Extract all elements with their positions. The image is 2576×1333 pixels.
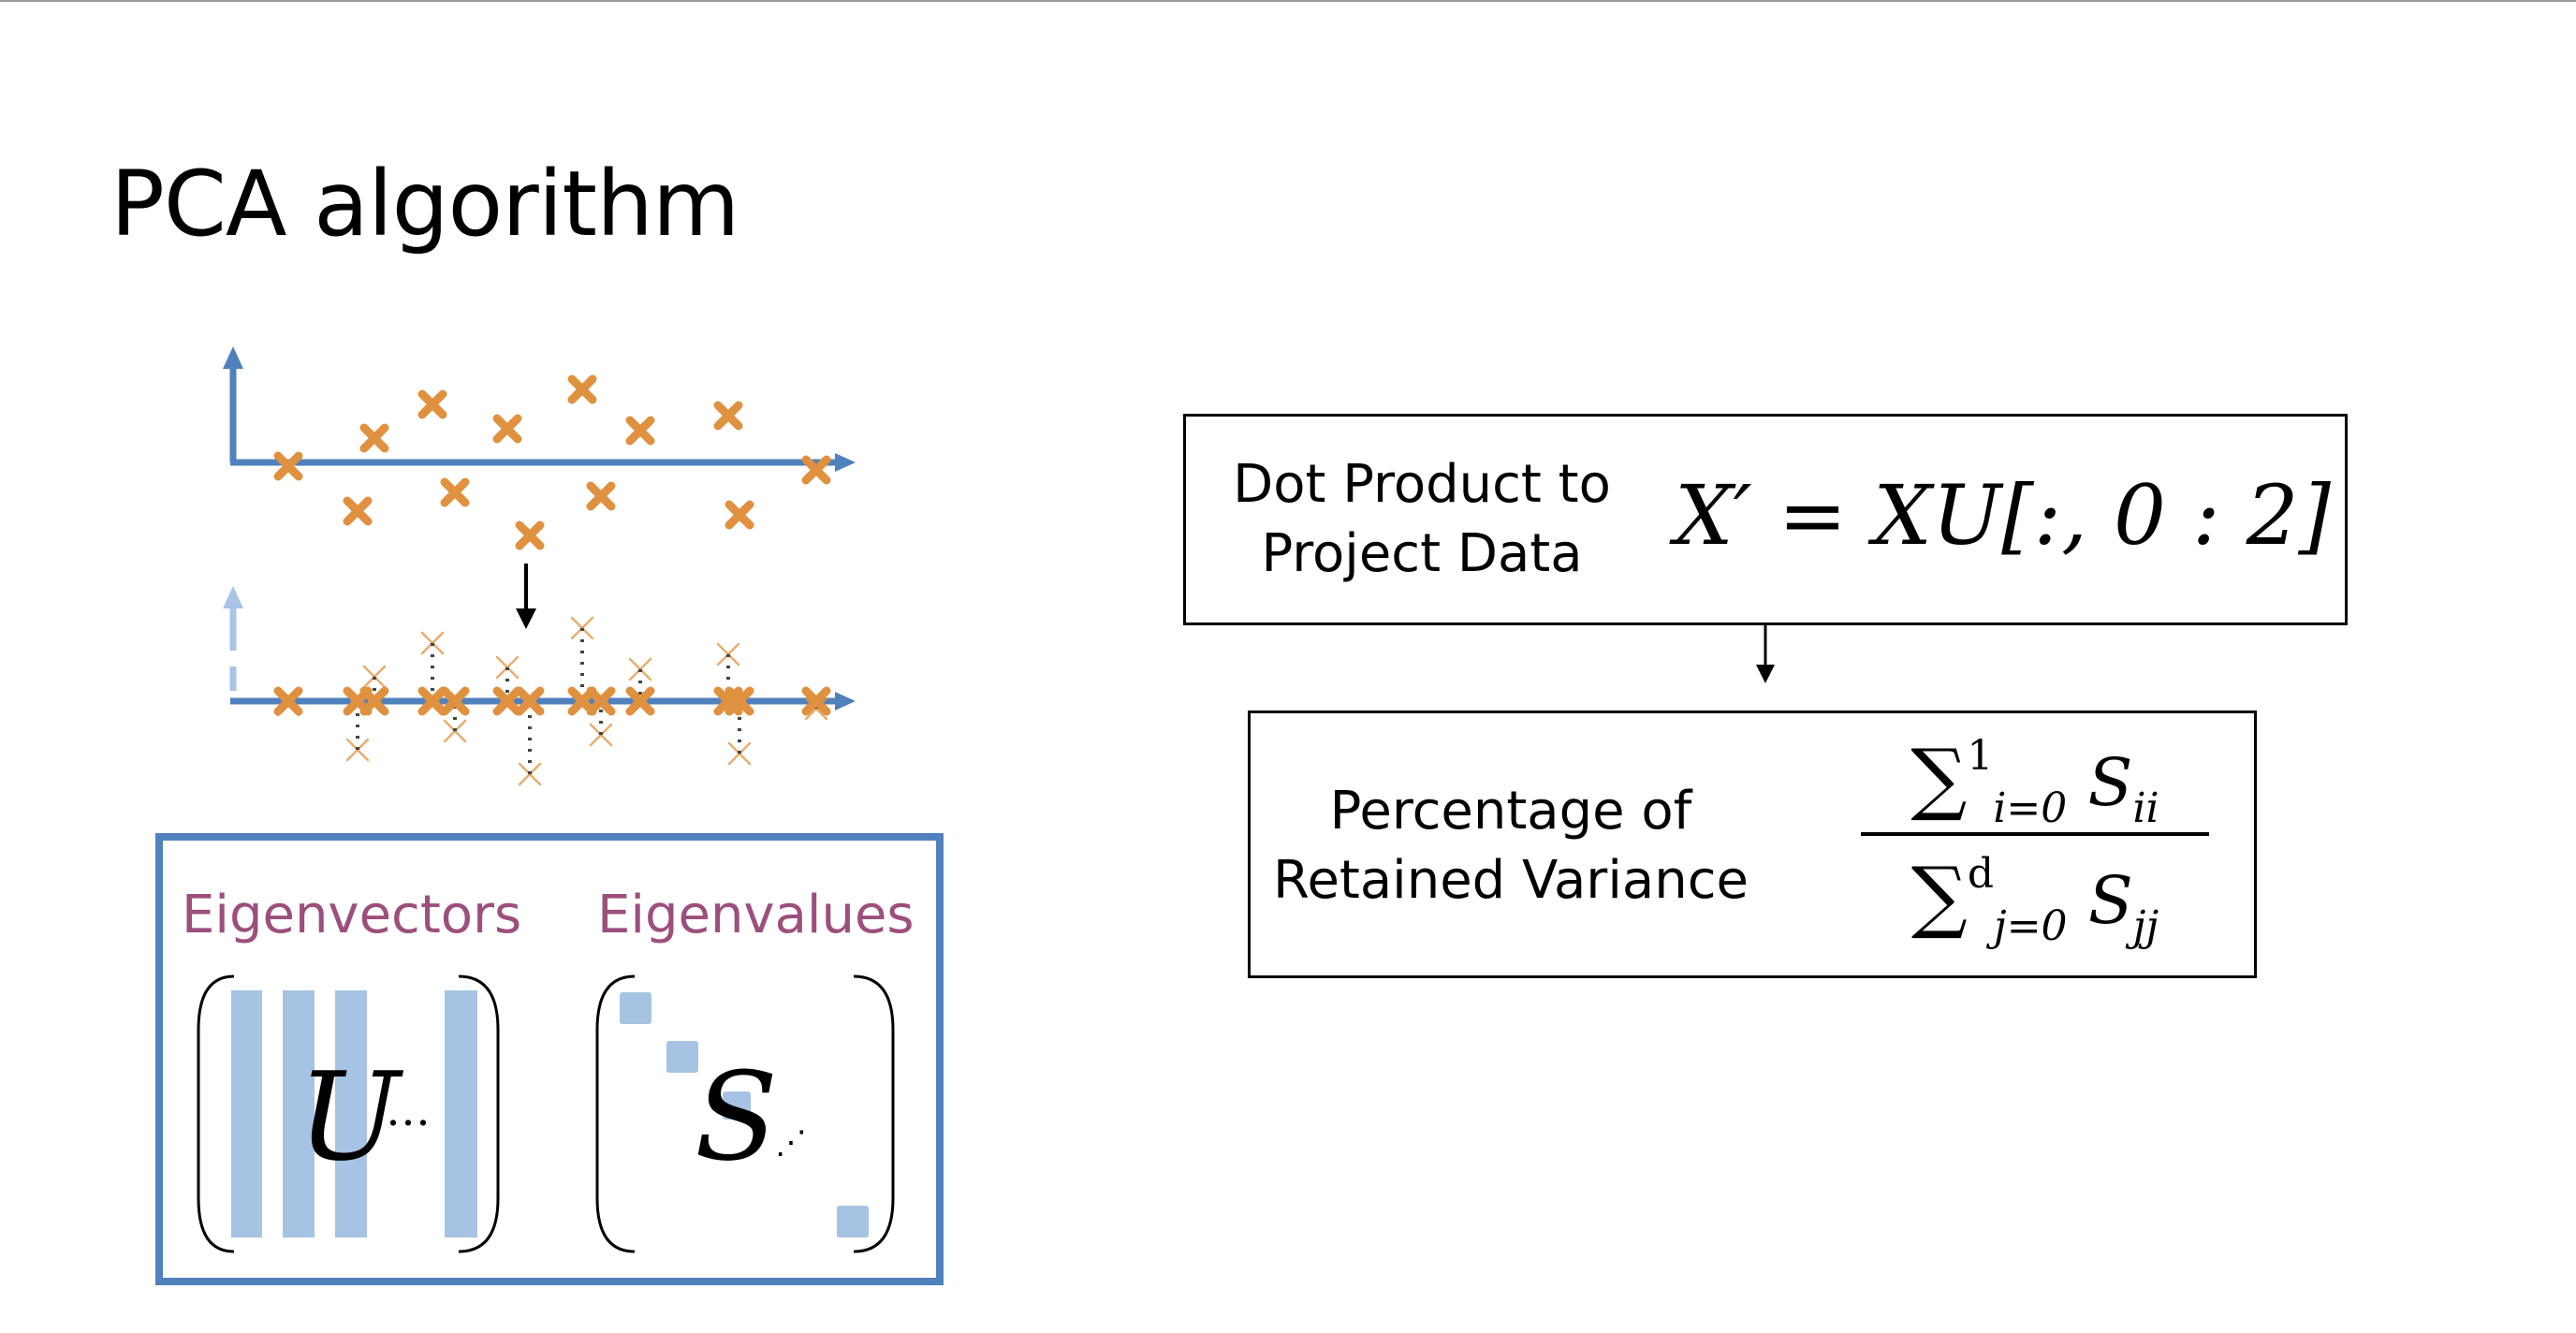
eigen-panel-border: [155, 833, 944, 1285]
s-matrix-symbol: S: [695, 1046, 779, 1188]
variance-box: Percentage of Retained Variance ∑1i=0 Si…: [1248, 710, 2257, 978]
eigenvalues-label: Eigenvalues: [597, 885, 915, 945]
projected-point-x-icon: [273, 686, 303, 716]
x-axis-arrow-icon: [835, 453, 856, 472]
projected-point-x-icon: [515, 686, 545, 716]
down-arrow-icon: [516, 608, 536, 629]
s-ellipsis: ⋰: [775, 1124, 807, 1162]
data-point-x-icon: [515, 520, 545, 550]
u-left-bracket: [197, 974, 235, 1253]
projected-points: [273, 616, 831, 786]
s-right-bracket: [853, 974, 895, 1253]
data-point-x-icon: [586, 481, 616, 511]
data-point-x-icon: [417, 389, 447, 419]
u-matrix-symbol: U: [298, 1046, 401, 1188]
projected-point-x-icon: [492, 686, 522, 716]
projected-point-x-icon: [417, 686, 447, 716]
variance-label: Percentage of Retained Variance: [1267, 777, 1754, 916]
data-point-x-icon: [492, 414, 522, 444]
numerator-upper-limit: 1: [1967, 732, 1994, 780]
transform-arrow: [516, 564, 536, 629]
eigenvectors-label: Eigenvectors: [182, 885, 522, 945]
down-arrow-icon: [1756, 665, 1775, 683]
eigenvector-bar: [231, 990, 262, 1238]
box-connector-arrow: [1756, 624, 1775, 683]
eigenvalue-square: [837, 1206, 869, 1238]
denominator-subscript: jj: [2132, 902, 2159, 950]
projection-formula: X′ = XU[:, 0 : 2]: [1675, 467, 2331, 564]
denominator-term: S: [2087, 862, 2133, 939]
data-point-x-icon: [724, 500, 754, 530]
data-point-x-icon: [713, 401, 743, 431]
fraction-bar: [1861, 832, 2209, 836]
variance-label-line1: Percentage of: [1329, 781, 1692, 842]
numerator-term: S: [2087, 744, 2133, 821]
eigenvalue-square: [666, 1041, 698, 1073]
y-axis-arrow-icon: [223, 346, 243, 369]
eigenvector-bar: [283, 990, 315, 1238]
data-point-x-icon: [801, 455, 831, 485]
eigenvector-bar: [445, 990, 477, 1238]
data-point-x-icon: [567, 374, 597, 404]
numerator-lower-limit: i=0: [1993, 784, 2068, 832]
variance-label-line2: Retained Variance: [1273, 850, 1749, 911]
u-ellipsis: …: [386, 1084, 431, 1136]
original-points: [273, 374, 831, 550]
fraction-numerator: ∑1i=0 Sii: [1861, 736, 2209, 829]
projection-box: Dot Product to Project Data X′ = XU[:, 0…: [1183, 414, 2348, 625]
projected-point-x-icon: [440, 686, 470, 716]
top-border-line: [0, 0, 2576, 2]
slide-title: PCA algorithm: [110, 152, 739, 256]
variance-fraction: ∑1i=0 Sii ∑dj=0 Sjj: [1861, 713, 2209, 981]
data-point-x-icon: [273, 451, 303, 481]
projected-point-x-icon: [625, 686, 655, 716]
original-data-plot: [223, 346, 856, 550]
eigenvalue-square: [620, 992, 651, 1024]
fraction-denominator: ∑dj=0 Sjj: [1861, 854, 2209, 947]
s-left-bracket: [595, 974, 636, 1253]
sum-symbol-denominator: ∑: [1910, 850, 1968, 942]
projection-label-line2: Project Data: [1261, 523, 1583, 584]
faded-y-arrow-icon: [223, 586, 243, 608]
eigenvalue-square: [723, 1091, 751, 1120]
denominator-upper-limit: d: [1967, 850, 1995, 898]
data-point-x-icon: [625, 416, 655, 446]
sum-symbol-numerator: ∑: [1910, 732, 1968, 824]
projected-data-plot: [223, 586, 856, 786]
projected-point-x-icon: [801, 686, 831, 716]
projected-point-x-icon: [724, 686, 754, 716]
projected-point-x-icon: [343, 686, 373, 716]
data-point-x-icon: [440, 477, 470, 507]
denominator-lower-limit: j=0: [1994, 902, 2068, 950]
projected-x-arrow-icon: [835, 692, 856, 710]
eigenvector-bar: [335, 990, 367, 1238]
data-point-x-icon: [343, 496, 373, 526]
u-right-bracket: [458, 974, 500, 1253]
data-point-x-icon: [359, 423, 389, 453]
numerator-subscript: ii: [2132, 784, 2159, 832]
projection-label: Dot Product to Project Data: [1218, 450, 1626, 589]
projected-point-x-icon: [586, 686, 616, 716]
projection-label-line1: Dot Product to: [1233, 454, 1611, 515]
eigen-panel: [155, 833, 944, 1285]
